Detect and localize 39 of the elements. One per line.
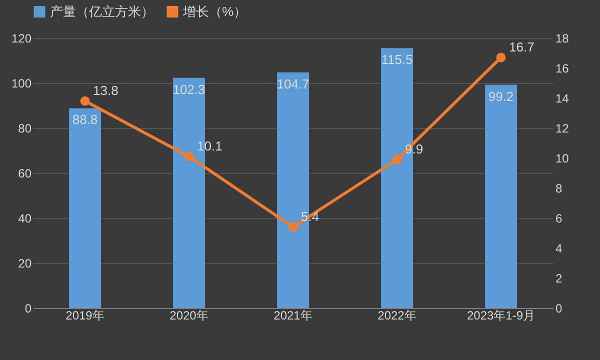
y-tick-label: 80 — [18, 122, 32, 136]
y2-tick-label: 6 — [556, 212, 562, 226]
y2-tick-label: 4 — [556, 242, 562, 256]
y2-tick-label: 12 — [556, 122, 570, 136]
x-tick-label: 2020年 — [170, 308, 208, 322]
bar — [485, 84, 517, 308]
y-tick-label: 40 — [18, 212, 32, 226]
point — [184, 152, 194, 162]
legend-label: 增长（%） — [182, 4, 247, 19]
point — [80, 96, 90, 106]
data-label: 13.8 — [93, 83, 118, 98]
y2-tick-label: 8 — [556, 182, 562, 196]
bar — [69, 108, 101, 308]
data-label: 88.8 — [72, 112, 98, 128]
y2-tick-label: 2 — [556, 272, 562, 286]
x-tick-label: 2023年1-9月 — [466, 308, 536, 322]
x-tick-label: 2022年 — [378, 308, 416, 322]
point — [392, 154, 402, 164]
y2-tick-label: 0 — [556, 302, 562, 316]
x-tick-label: 2019年 — [66, 308, 104, 322]
point — [288, 222, 298, 232]
y-tick-label: 120 — [11, 32, 32, 46]
y2-tick-label: 10 — [556, 152, 570, 166]
point — [496, 52, 506, 62]
data-label: 104.7 — [276, 76, 310, 92]
data-label: 5.4 — [301, 209, 320, 224]
legend-label: 产量（亿立方米） — [50, 4, 154, 19]
y-tick-label: 20 — [18, 256, 32, 270]
data-label: 102.3 — [172, 82, 206, 97]
y2-tick-label: 14 — [556, 92, 570, 106]
x-tick-label: 2021年 — [274, 308, 312, 322]
y2-tick-label: 16 — [556, 62, 570, 76]
data-label: 115.5 — [381, 52, 413, 68]
data-label: 99.2 — [488, 88, 514, 104]
data-label: 16.7 — [509, 40, 534, 54]
y-tick-label: 60 — [18, 166, 32, 180]
y2-tick-label: 18 — [556, 32, 570, 46]
y-tick-label: 100 — [11, 76, 32, 90]
y-tick-label: 0 — [24, 302, 32, 316]
